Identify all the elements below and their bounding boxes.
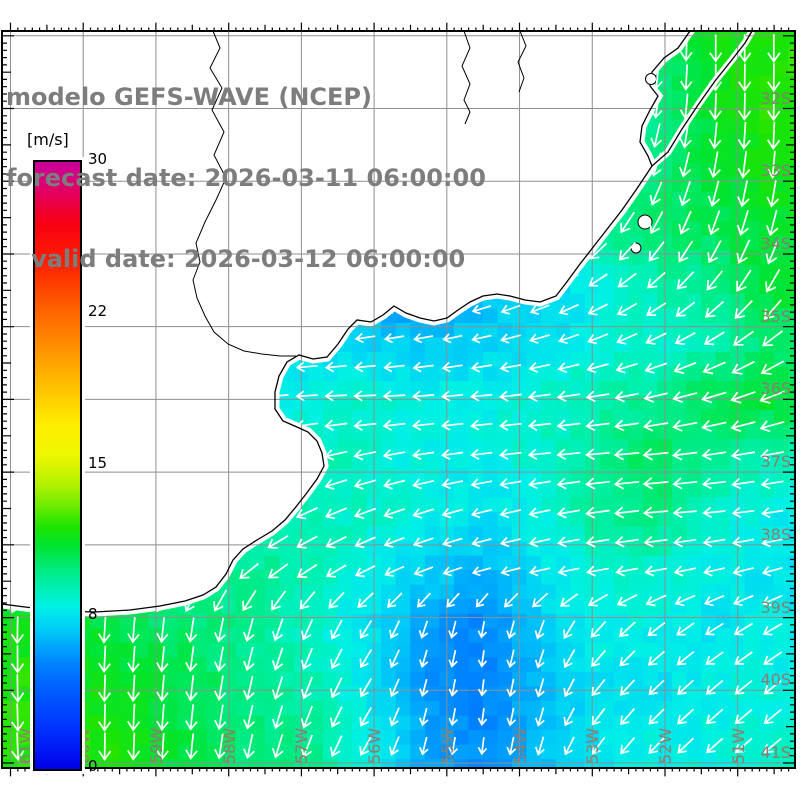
- colorbar-unit-label: [m/s]: [27, 130, 69, 149]
- colorbar-tick-label: 30: [88, 150, 108, 168]
- model-title: modelo GEFS-WAVE (NCEP): [6, 83, 372, 111]
- river-line: [517, 30, 527, 93]
- lake-outline: [645, 73, 657, 85]
- river-line: [461, 30, 471, 125]
- colorbar-tick-label: 0: [88, 757, 98, 775]
- colorbar: [33, 160, 82, 771]
- title-block: modelo GEFS-WAVE (NCEP) forecast date: 2…: [6, 30, 486, 327]
- colorbar-tick-label: 15: [88, 453, 108, 472]
- forecast-date-line: forecast date: 2026-03-11 06:00:00: [6, 164, 486, 192]
- colorbar-tick-label: 22: [88, 301, 108, 320]
- wind-arrows: [4, 34, 785, 762]
- lake-outline: [637, 214, 653, 230]
- river-line: [192, 30, 296, 357]
- coastline: [1, 30, 692, 613]
- frame-ticks: [2, 22, 795, 777]
- colorbar-tick-label: 8: [88, 605, 98, 624]
- land-area: [2, 31, 690, 612]
- barrier-coastline: [651, 30, 753, 167]
- valid-date-line: valid date: 2026-03-12 06:00:00: [6, 245, 466, 273]
